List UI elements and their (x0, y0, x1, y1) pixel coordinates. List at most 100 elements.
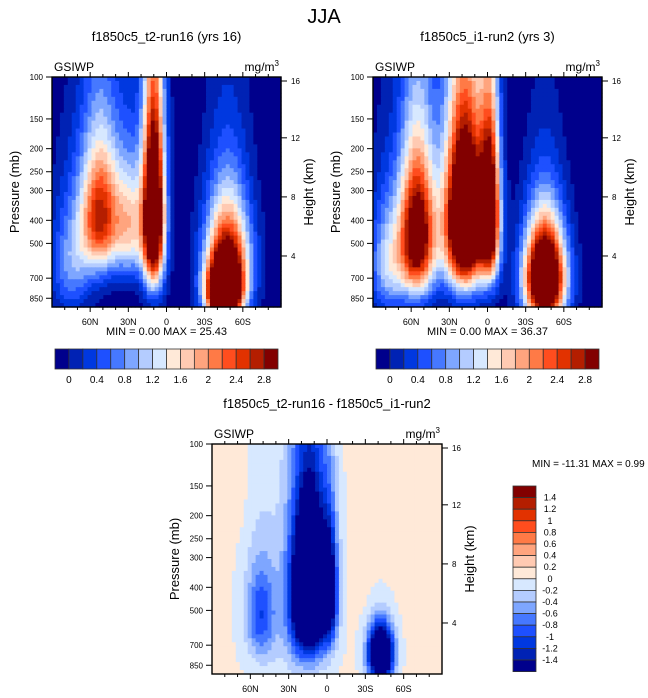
contour-cell (416, 132, 421, 138)
contour-cell (142, 80, 148, 86)
contour-cell (233, 299, 239, 304)
contour-cell (138, 168, 144, 173)
contour-cell (523, 120, 528, 126)
contour-cell (229, 128, 235, 134)
contour-cell (515, 92, 520, 98)
contour-cell (111, 104, 116, 110)
contour-cell (162, 160, 168, 165)
contour-cell (277, 231, 282, 237)
contour-cell (598, 84, 603, 90)
contour-cell (103, 136, 108, 142)
contour-cell (213, 192, 219, 197)
contour-cell (408, 88, 414, 94)
contour-cell (440, 148, 445, 153)
contour-cell (412, 168, 418, 173)
contour-cell (253, 160, 258, 165)
contour-cell (79, 295, 85, 300)
contour-cell (107, 223, 112, 229)
contour-cell (507, 92, 512, 98)
contour-cell (59, 80, 65, 86)
contour-cell (404, 88, 410, 94)
contour-cell (59, 271, 65, 276)
contour-cell (166, 207, 172, 213)
contour-cell (202, 176, 207, 181)
contour-cell (241, 80, 247, 86)
contour-cell (396, 80, 402, 86)
contour-cell (59, 251, 65, 257)
contour-cell (245, 188, 251, 193)
contour-cell (487, 116, 493, 122)
contour-cell (182, 168, 187, 173)
contour-cell (265, 160, 270, 165)
contour-cell (225, 120, 231, 126)
contour-cell (491, 160, 496, 165)
contour-cell (55, 271, 61, 276)
contour-cell (428, 100, 433, 106)
contour-cell (205, 287, 211, 292)
contour-cell (451, 92, 457, 98)
contour-cell (158, 77, 164, 82)
contour-cell (213, 156, 219, 161)
contour-cell (241, 168, 247, 173)
contour-cell (67, 128, 73, 134)
contour-cell (123, 279, 128, 284)
contour-cell (384, 92, 390, 98)
contour-cell (400, 172, 406, 177)
contour-cell (396, 164, 402, 169)
contour-cell (269, 195, 274, 201)
contour-cell (499, 100, 504, 106)
contour-cell (52, 80, 57, 86)
colorbar-tick-label: 0.4 (90, 375, 104, 386)
contour-cell (261, 188, 266, 193)
contour-cell (198, 108, 203, 114)
contour-cell (83, 231, 89, 237)
contour-cell (221, 96, 227, 102)
contour-cell (55, 283, 61, 288)
contour-cell (158, 291, 164, 296)
contour-cell (467, 96, 473, 102)
contour-cell (428, 124, 433, 130)
contour-cell (205, 88, 211, 94)
contour-cell (87, 88, 93, 94)
contour-cell (91, 267, 97, 272)
contour-cell (87, 100, 93, 106)
contour-cell (269, 88, 274, 94)
contour-cell (182, 136, 187, 142)
contour-cell (130, 136, 136, 142)
contour-cell (277, 279, 282, 284)
contour-cell (237, 77, 243, 82)
contour-cell (534, 92, 540, 98)
contour-cell (138, 152, 144, 157)
contour-cell (487, 128, 493, 134)
contour-cell (91, 295, 97, 300)
contour-cell (55, 152, 61, 157)
contour-cell (459, 96, 465, 102)
contour-cell (63, 223, 69, 229)
contour-cell (273, 211, 278, 217)
contour-cell (150, 251, 156, 257)
contour-cell (475, 92, 481, 98)
contour-cell (229, 283, 235, 288)
contour-cell (174, 172, 179, 177)
contour-cell (71, 303, 77, 308)
contour-cell (257, 176, 262, 181)
contour-cell (233, 287, 239, 292)
contour-cell (495, 144, 500, 149)
contour-cell (420, 84, 425, 90)
contour-cell (79, 84, 85, 90)
contour-cell (79, 88, 85, 94)
contour-cell (424, 96, 429, 102)
contour-cell (534, 136, 540, 142)
contour-cell (261, 92, 266, 98)
contour-cell (479, 124, 485, 130)
contour-cell (142, 243, 148, 249)
contour-cell (261, 283, 266, 288)
contour-cell (249, 287, 254, 292)
contour-cell (209, 132, 215, 138)
contour-cell (376, 100, 382, 106)
contour-cell (79, 77, 85, 82)
contour-cell (154, 215, 160, 221)
contour-cell (142, 239, 148, 245)
contour-cell (558, 128, 564, 134)
